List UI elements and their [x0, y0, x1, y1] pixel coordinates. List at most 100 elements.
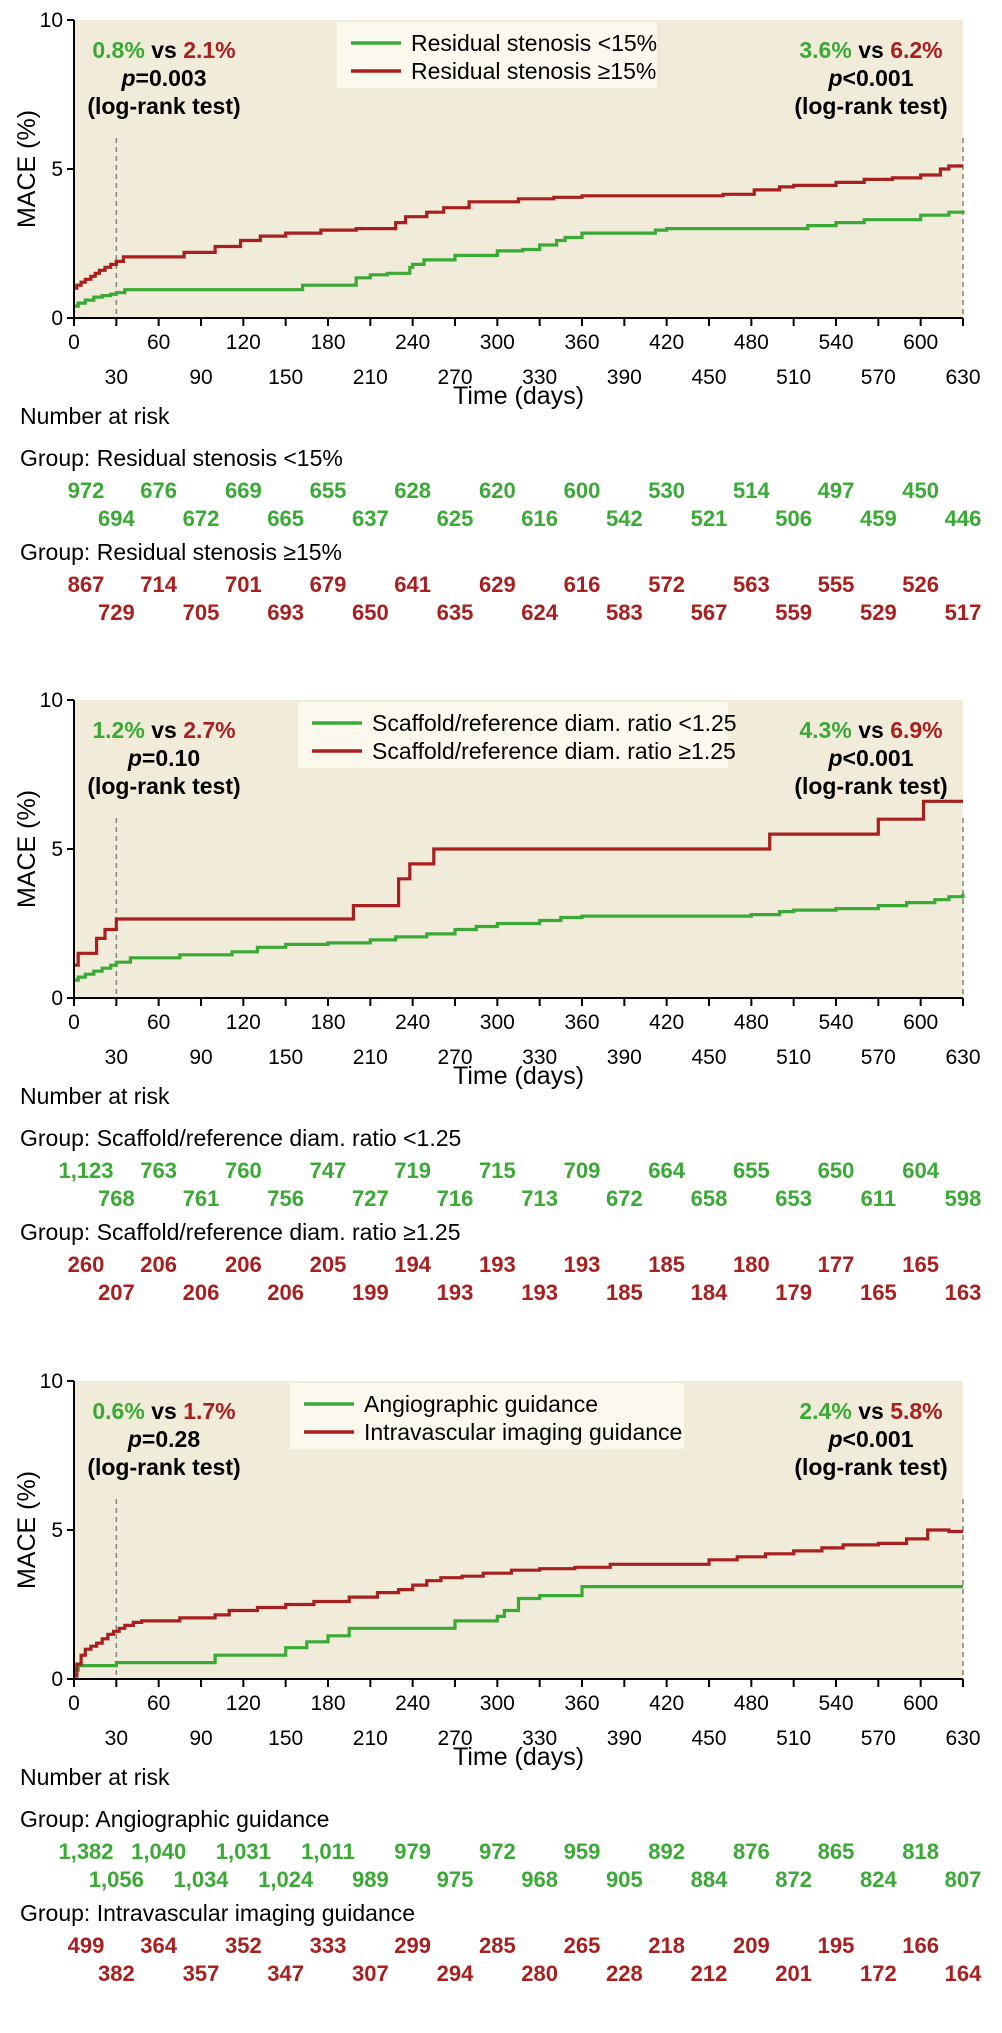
risk-value: 567: [691, 600, 728, 625]
left-annotation-test-name: (log-rank test): [87, 1454, 240, 1480]
left-annotation-p-value: p=0.10: [127, 745, 200, 771]
risk-value: 975: [437, 1867, 474, 1892]
series-line-green: [74, 1585, 963, 1672]
x-tick-label: 120: [226, 1692, 261, 1715]
risk-value: 604: [902, 1158, 939, 1183]
x-tick-label: 90: [189, 1727, 212, 1750]
risk-value: 165: [860, 1280, 897, 1305]
x-tick-label: 270: [437, 366, 472, 389]
risk-value: 598: [945, 1186, 982, 1211]
left-annotation-p-number: =0.10: [142, 745, 200, 771]
y-tick-label: 5: [51, 1519, 63, 1542]
risk-value: 701: [225, 572, 262, 597]
risk-value: 218: [648, 1933, 685, 1958]
risk-value: 693: [267, 600, 304, 625]
number-at-risk-title: Number at risk: [20, 1083, 170, 1109]
x-tick-label: 540: [818, 1692, 853, 1715]
risk-value: 629: [479, 572, 516, 597]
risk-value: 611: [861, 1186, 897, 1211]
risk-value: 357: [183, 1961, 220, 1986]
risk-value: 1,031: [216, 1839, 271, 1864]
risk-value: 616: [564, 572, 601, 597]
risk-value: 205: [310, 1252, 347, 1277]
risk-value: 713: [521, 1186, 558, 1211]
risk-value: 165: [902, 1252, 939, 1277]
x-tick-label: 630: [945, 366, 980, 389]
risk-value: 352: [225, 1933, 262, 1958]
x-tick-label: 210: [353, 366, 388, 389]
risk-value: 280: [521, 1961, 558, 1986]
risk-value: 1,040: [131, 1839, 186, 1864]
risk-value: 768: [98, 1186, 135, 1211]
x-tick-label: 480: [734, 1692, 769, 1715]
right-annotation-green-rate: 3.6%: [799, 37, 851, 63]
risk-value: 1,056: [89, 1867, 144, 1892]
risk-value: 672: [183, 506, 220, 531]
risk-value: 665: [267, 506, 304, 531]
series-line-green: [74, 210, 965, 308]
x-tick-label: 570: [861, 1046, 896, 1069]
risk-value: 714: [140, 572, 177, 597]
x-tick-label: 60: [147, 331, 170, 354]
risk-value: 747: [310, 1158, 347, 1183]
risk-value: 446: [945, 506, 982, 531]
y-tick-label: 10: [40, 1370, 63, 1393]
risk-value: 185: [606, 1280, 643, 1305]
x-tick-label: 0: [68, 1011, 80, 1034]
y-tick-label: 0: [51, 1668, 63, 1691]
y-tick-label: 0: [51, 987, 63, 1010]
x-tick-label: 180: [310, 331, 345, 354]
legend-label: Scaffold/reference diam. ratio <1.25: [372, 710, 737, 736]
y-tick-label: 0: [51, 307, 63, 330]
risk-value: 559: [775, 600, 812, 625]
risk-value: 184: [691, 1280, 728, 1305]
right-annotation-p-number: <0.001: [843, 745, 914, 771]
x-tick-label: 240: [395, 331, 430, 354]
x-axis-title: Time (days): [453, 1062, 584, 1090]
x-tick-label: 360: [564, 1011, 599, 1034]
right-annotation-rate-comparison: 2.4% vs 5.8%: [799, 1398, 942, 1424]
legend-label: Intravascular imaging guidance: [364, 1419, 682, 1445]
risk-value: 719: [394, 1158, 431, 1183]
x-tick-label: 90: [189, 366, 212, 389]
risk-value: 761: [183, 1186, 220, 1211]
risk-value: 763: [140, 1158, 177, 1183]
risk-value: 637: [352, 506, 389, 531]
risk-value: 905: [606, 1867, 643, 1892]
left-annotation-test-name: (log-rank test): [87, 93, 240, 119]
risk-value: 625: [437, 506, 474, 531]
x-tick-label: 480: [734, 1011, 769, 1034]
x-tick-label: 30: [105, 366, 128, 389]
risk-value: 676: [140, 478, 177, 503]
x-tick-label: 120: [226, 331, 261, 354]
risk-value: 228: [606, 1961, 643, 1986]
risk-value: 166: [902, 1933, 939, 1958]
risk-value: 679: [310, 572, 347, 597]
risk-value: 979: [394, 1839, 431, 1864]
risk-value: 260: [68, 1252, 105, 1277]
risk-value: 658: [691, 1186, 728, 1211]
left-annotation-p-symbol: p: [120, 65, 135, 91]
right-annotation-p-number: <0.001: [843, 65, 914, 91]
risk-value: 299: [394, 1933, 431, 1958]
right-annotation-green-rate: 4.3%: [799, 717, 851, 743]
km-panel-residual-stenosis: 0 5 10 0 30 60 90 120 150 180 210 240 270 300 330 360 39…: [0, 0, 1002, 672]
right-annotation-p-number: <0.001: [843, 1426, 914, 1452]
right-annotation-rate-comparison: 3.6% vs 6.2%: [799, 37, 942, 63]
risk-value: 572: [648, 572, 685, 597]
risk-value: 641: [394, 572, 431, 597]
risk-value: 729: [98, 600, 135, 625]
risk-value: 650: [818, 1158, 855, 1183]
risk-group-label: Group: Residual stenosis <15%: [20, 445, 343, 471]
km-panel-guidance: 0 5 10 0 30 60 90 120 150 180 210 240 270 300 330 360 39…: [0, 1361, 1002, 2033]
x-tick-label: 210: [353, 1046, 388, 1069]
x-axis-title: Time (days): [453, 382, 584, 410]
x-tick-label: 540: [818, 1011, 853, 1034]
y-tick-label: 5: [51, 158, 63, 181]
risk-value: 459: [860, 506, 897, 531]
risk-value: 206: [225, 1252, 262, 1277]
risk-value: 709: [564, 1158, 601, 1183]
risk-value: 716: [437, 1186, 474, 1211]
risk-value: 818: [902, 1839, 939, 1864]
risk-value: 172: [860, 1961, 897, 1986]
